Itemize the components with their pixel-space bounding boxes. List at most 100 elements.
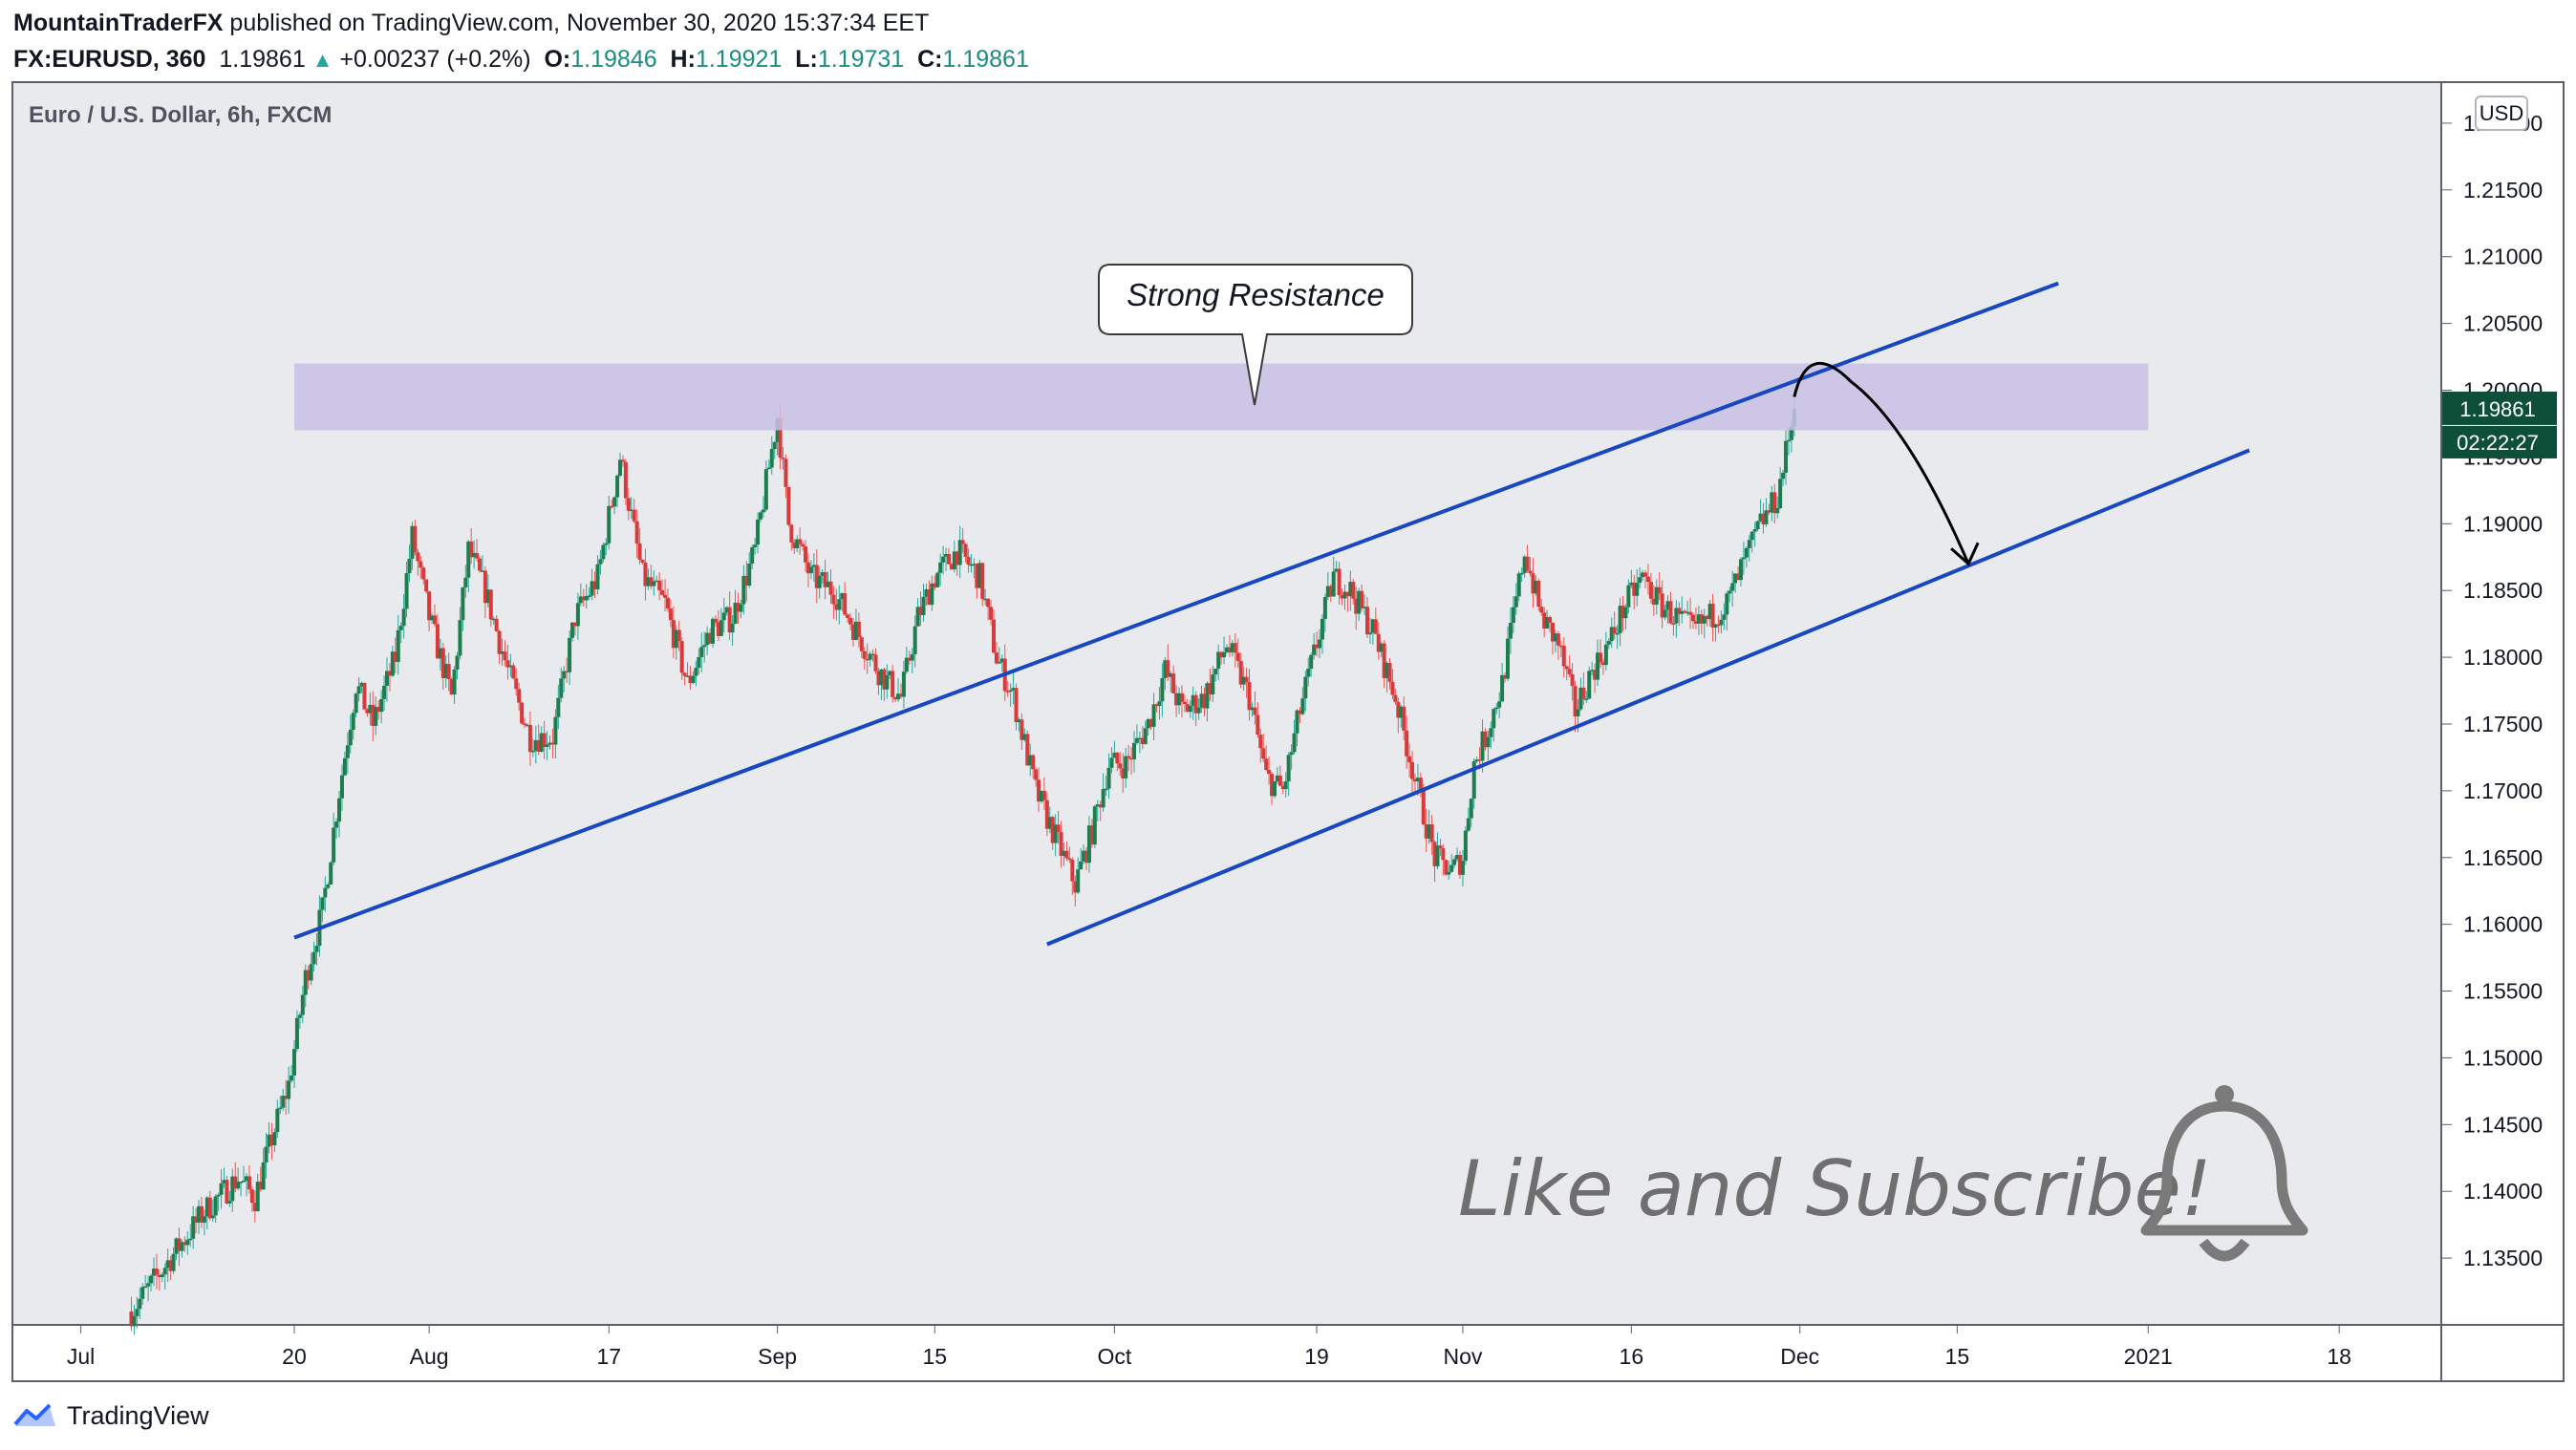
candle-body — [784, 458, 788, 487]
resistance-callout[interactable]: Strong Resistance — [1098, 264, 1413, 406]
candle-body — [517, 689, 522, 703]
candle-body — [1312, 644, 1317, 655]
candle-body — [1558, 645, 1563, 648]
candle-body — [275, 1108, 280, 1133]
candle-body — [808, 566, 813, 574]
candle-body — [1564, 666, 1569, 670]
candle-body — [1283, 780, 1288, 790]
candle-body — [1618, 606, 1622, 633]
time-tick-label: Aug — [410, 1344, 449, 1369]
candle-body — [222, 1180, 226, 1183]
candle-body — [1185, 704, 1190, 713]
candle-body — [332, 827, 336, 863]
candle-body — [202, 1216, 206, 1223]
price-tick-label: 1.16000 — [2463, 912, 2543, 937]
candle-body — [1127, 756, 1131, 758]
candle-body — [1638, 577, 1642, 584]
candle-body — [185, 1239, 190, 1246]
candle-body — [1325, 586, 1330, 598]
last-price-tag — [2442, 391, 2557, 425]
candle-body — [935, 572, 940, 587]
candle-body — [744, 575, 749, 586]
candle-body — [1548, 616, 1553, 623]
publisher-name[interactable]: MountainTraderFX — [13, 10, 224, 36]
candle-body — [287, 1080, 291, 1099]
candle-body — [1641, 572, 1645, 578]
candle-body — [1275, 775, 1279, 781]
candle-body — [688, 675, 693, 684]
candle-body — [146, 1283, 151, 1287]
price-axis-panel[interactable] — [2442, 83, 2563, 1325]
time-tick-label: Oct — [1098, 1344, 1132, 1369]
lower-channel-line[interactable] — [1046, 448, 2250, 947]
candle-body — [963, 544, 968, 558]
candle-body — [1233, 643, 1237, 653]
candle-body — [359, 682, 364, 687]
candle-body — [1733, 573, 1738, 584]
candle-body — [1722, 614, 1727, 620]
high-label: H: — [670, 46, 696, 73]
upper-channel-line[interactable] — [293, 281, 2059, 940]
candle-body — [329, 862, 333, 885]
candle-body — [873, 654, 878, 672]
candle-body — [1098, 804, 1103, 808]
candle-body — [365, 709, 370, 714]
candle-body — [750, 547, 755, 565]
candle-body — [685, 675, 690, 677]
candle-body — [233, 1176, 238, 1189]
candle-body — [249, 1189, 254, 1204]
candle-body — [449, 678, 454, 695]
candle-body — [1396, 701, 1401, 718]
candle-body — [604, 543, 609, 545]
candle-body — [553, 716, 558, 745]
time-axis-panel[interactable] — [13, 1326, 2440, 1380]
candle-body — [362, 682, 367, 710]
candle-body — [1211, 674, 1215, 694]
candle-body — [1205, 683, 1210, 709]
candle-body — [991, 619, 996, 653]
candle-body — [247, 1176, 251, 1190]
candle-body — [595, 564, 600, 589]
candle-body — [1781, 472, 1786, 480]
candle-body — [472, 552, 477, 558]
candle-body — [786, 486, 791, 525]
chart-header: MountainTraderFX published on TradingVie… — [13, 4, 2555, 77]
candle-body — [461, 587, 465, 621]
high-value: 1.19921 — [695, 46, 783, 73]
candle-body — [702, 645, 707, 648]
candle-body — [545, 744, 549, 748]
candle-body — [497, 630, 502, 654]
candle-body — [390, 651, 395, 676]
candle-body — [384, 671, 389, 686]
price-tick-label: 1.17000 — [2463, 778, 2543, 803]
candle-body — [1424, 823, 1428, 839]
candle-body — [162, 1268, 167, 1275]
candle-body — [733, 603, 738, 625]
candle-body — [671, 620, 676, 649]
currency-badge[interactable] — [2475, 96, 2528, 131]
candle-body — [798, 539, 803, 544]
candle-body — [1596, 652, 1600, 680]
candle-body — [269, 1134, 274, 1146]
candle-body — [379, 698, 384, 713]
candle-body — [303, 970, 308, 995]
candle-body — [1505, 638, 1510, 679]
symbol-label: FX:EURUSD, 360 — [13, 46, 206, 73]
candle-body — [1104, 788, 1108, 791]
candle-body — [488, 589, 493, 620]
candle-body — [452, 669, 457, 695]
candle-body — [901, 672, 906, 697]
price-tick-label: 1.18000 — [2463, 645, 2543, 670]
candle-body — [1612, 627, 1617, 634]
candle-body — [1645, 576, 1650, 583]
candle-body — [891, 671, 895, 697]
candle-body — [831, 594, 836, 605]
footer-brand[interactable]: TradingView — [13, 1397, 209, 1435]
time-tick-label: 20 — [282, 1344, 307, 1369]
candle-body — [938, 562, 943, 573]
candle-body — [525, 724, 529, 727]
candle-body — [705, 632, 710, 646]
candle-body — [278, 1107, 283, 1110]
candle-body — [986, 598, 991, 608]
